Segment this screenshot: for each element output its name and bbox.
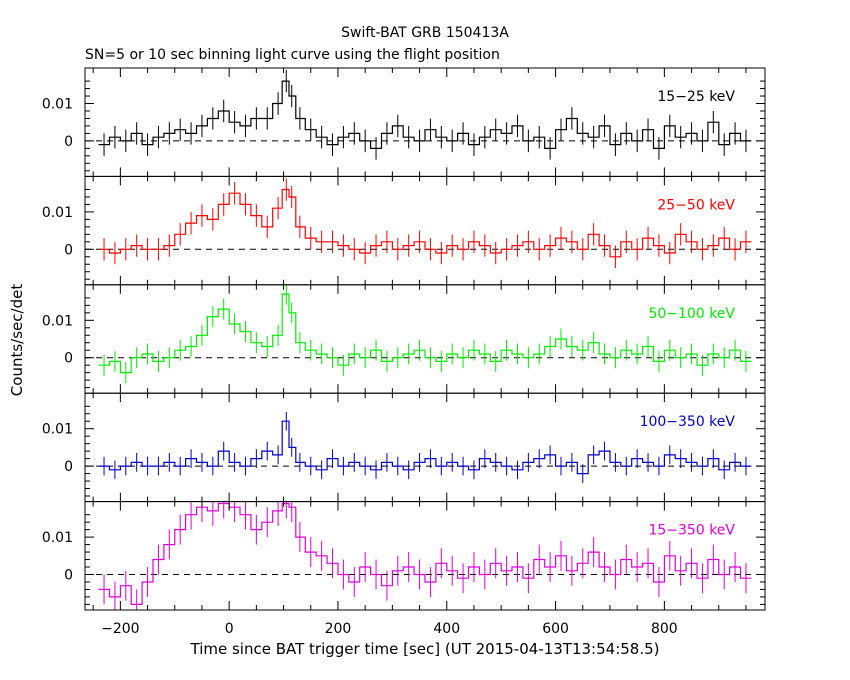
series-label: 100−350 keV	[640, 414, 736, 430]
panel-1: 0 0.01 15−25 keV	[42, 67, 766, 177]
y-tick-label: 0.01	[42, 530, 73, 546]
chart-subtitle: SN=5 or 10 sec binning light curve using…	[85, 47, 500, 63]
panel-5: 0 0.01 15−350 keV	[42, 501, 766, 611]
x-tick-label: 400	[433, 621, 460, 637]
series-line	[98, 420, 752, 475]
y-tick-label: 0	[64, 351, 73, 367]
y-tick-label: 0.01	[42, 205, 73, 221]
series-label: 15−25 keV	[657, 89, 735, 105]
x-tick-label: 200	[325, 621, 352, 637]
x-tick-label: 600	[542, 621, 569, 637]
y-tick-label: 0	[64, 459, 73, 475]
series-line	[98, 293, 752, 374]
y-tick-label: 0	[64, 242, 73, 258]
series-1	[98, 69, 752, 160]
x-tick-label: 0	[225, 621, 234, 637]
y-tick-label: 0.01	[42, 97, 73, 113]
y-tick-label: 0.01	[42, 422, 73, 438]
panel-frame	[84, 501, 766, 611]
series-4	[98, 411, 752, 483]
y-tick-label: 0	[64, 134, 73, 150]
x-tick-label: −200	[101, 621, 139, 637]
y-axis-label: Counts/sec/det	[8, 284, 26, 397]
x-tick-label: 800	[651, 621, 678, 637]
series-label: 15−350 keV	[648, 523, 735, 539]
series-3	[98, 284, 752, 384]
series-line	[98, 502, 752, 605]
chart-title: Swift-BAT GRB 150413A	[341, 25, 509, 41]
panels-group: 0 0.01 15−25 keV 0 0.01 25−50 keV 0 0.01 50−100 …	[42, 67, 766, 637]
y-tick-label: 0.01	[42, 313, 73, 329]
series-label: 50−100 keV	[648, 306, 735, 322]
series-line	[98, 80, 752, 149]
series-label: 25−50 keV	[657, 197, 735, 213]
series-5	[98, 501, 752, 610]
series-line	[98, 188, 752, 258]
panel-2: 0 0.01 25−50 keV	[42, 175, 766, 286]
x-axis-label: Time since BAT trigger time [sec] (UT 20…	[190, 640, 660, 658]
panel-3: 0 0.01 50−100 keV	[42, 284, 766, 394]
y-tick-label: 0	[64, 567, 73, 583]
series-2	[98, 178, 752, 268]
